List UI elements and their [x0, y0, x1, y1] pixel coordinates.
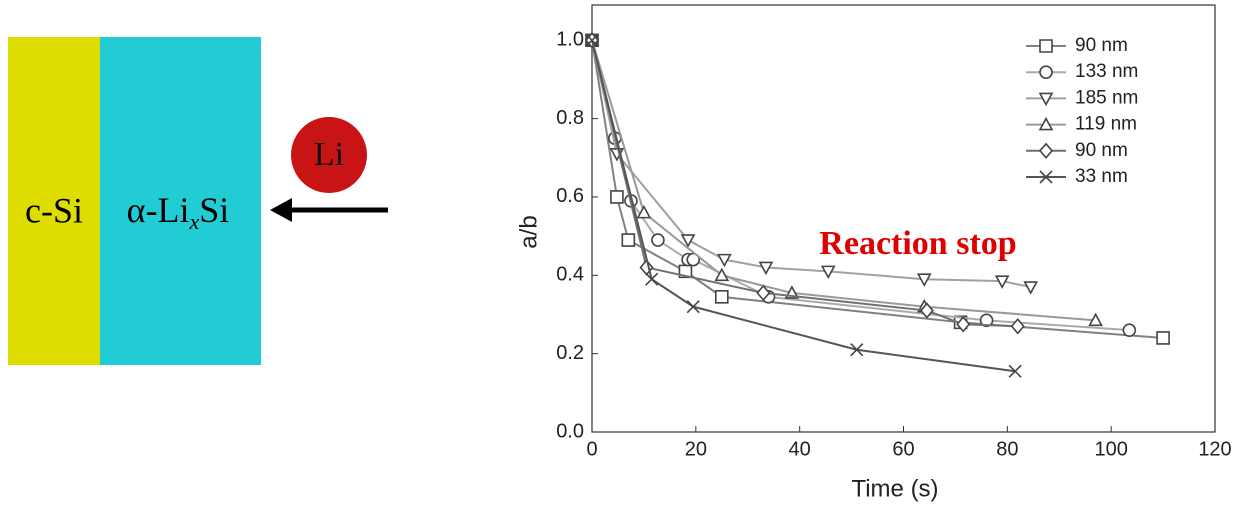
x-tick-label: 20	[685, 438, 707, 460]
lisi-label: α-LixSi	[127, 190, 230, 234]
marker	[1010, 317, 1025, 335]
c-si-label: c-Si	[25, 190, 83, 230]
y-tick-label: 1.0	[556, 29, 584, 51]
y-tick-label: 0.2	[556, 342, 584, 364]
series-line	[591, 40, 1130, 332]
marker	[645, 272, 659, 286]
lisi-main: α-Li	[127, 190, 190, 230]
marker	[686, 300, 700, 314]
li-label: Li	[314, 136, 344, 173]
series-line	[591, 40, 1164, 339]
marker	[756, 284, 771, 302]
x-axis-label: Time (s)	[851, 475, 938, 502]
x-tick-label: 80	[996, 438, 1018, 460]
y-tick-label: 0.8	[556, 107, 584, 129]
legend-label: 90 nm	[1075, 140, 1128, 161]
legend-label: 119 nm	[1075, 114, 1137, 135]
y-tick-label: 0.6	[556, 185, 584, 207]
marker	[758, 261, 774, 276]
x-tick-label: 120	[1198, 438, 1231, 460]
marker	[686, 252, 701, 267]
annotation: Reaction stop	[819, 225, 1016, 262]
arrow-head	[270, 198, 292, 222]
marker	[1122, 323, 1137, 337]
legend-label: 185 nm	[1075, 87, 1138, 108]
x-tick-label: 100	[1094, 438, 1127, 460]
marker	[979, 313, 994, 328]
legend-label: 90 nm	[1075, 35, 1128, 56]
marker	[1008, 364, 1022, 378]
lisi-layer	[100, 37, 261, 365]
marker	[1156, 331, 1170, 345]
marker	[636, 204, 652, 219]
c-si-layer	[8, 37, 100, 365]
x-tick-label: 60	[892, 438, 914, 460]
y-axis-label: a/b	[515, 215, 542, 248]
marker	[956, 316, 971, 333]
lisi-sub: x	[189, 209, 200, 234]
marker	[1038, 142, 1054, 160]
marker	[1039, 170, 1053, 184]
marker	[585, 33, 599, 47]
marker	[610, 190, 624, 204]
marker	[916, 273, 932, 287]
marker	[680, 234, 696, 248]
lisi-tail: Si	[199, 190, 229, 230]
marker	[717, 253, 732, 268]
legend-label: 33 nm	[1075, 166, 1128, 187]
marker	[919, 302, 934, 319]
marker	[714, 267, 730, 282]
marker	[651, 233, 665, 247]
marker	[1038, 92, 1054, 107]
x-tick-label: 0	[586, 438, 597, 460]
marker	[1039, 39, 1053, 53]
marker	[820, 265, 836, 280]
marker	[621, 233, 636, 247]
series-line	[591, 40, 1018, 328]
marker	[1038, 116, 1054, 131]
marker	[850, 343, 864, 357]
marker	[1023, 281, 1039, 295]
li-ion	[291, 117, 367, 193]
y-tick-label: 0.0	[556, 420, 584, 442]
marker	[1088, 312, 1103, 327]
y-tick-label: 0.4	[556, 264, 584, 286]
marker	[994, 275, 1010, 289]
series-line	[591, 39, 1096, 322]
marker	[714, 290, 729, 304]
x-tick-label: 40	[789, 438, 811, 460]
legend-label: 133 nm	[1075, 61, 1138, 82]
marker	[1039, 65, 1053, 79]
